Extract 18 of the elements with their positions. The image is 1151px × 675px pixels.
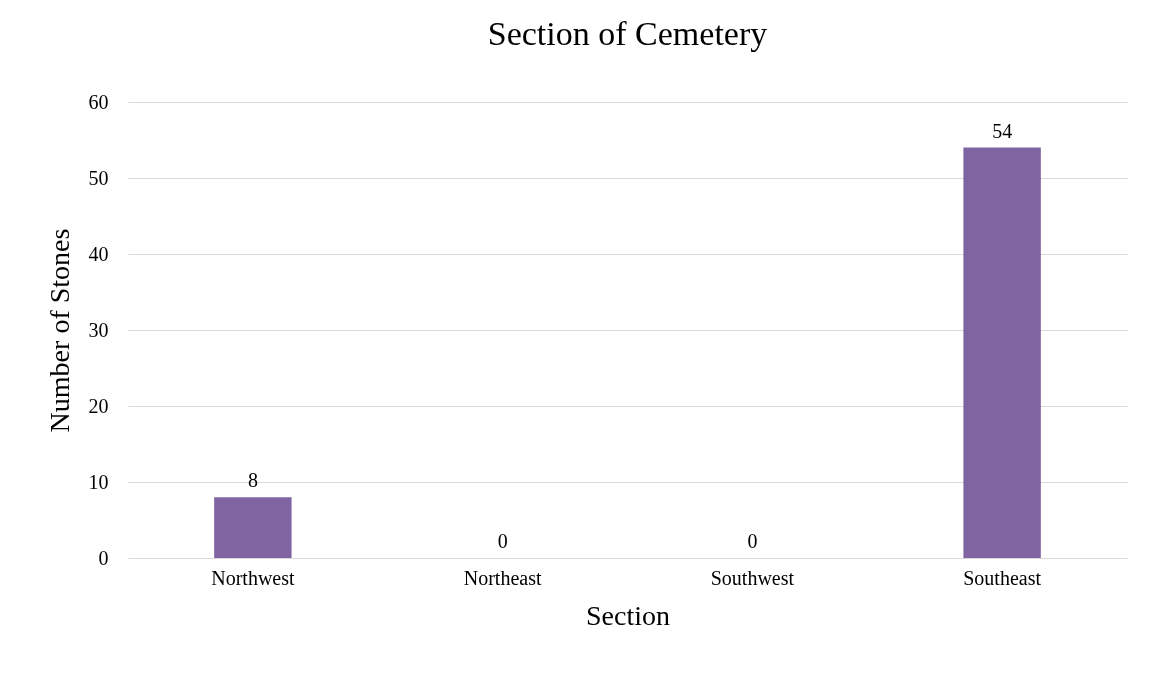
x-tick-label: Southeast [963, 566, 1042, 589]
x-tick-label: Southwest [710, 566, 795, 589]
y-tick-label: 30 [88, 318, 109, 341]
x-axis-title: Section [586, 599, 670, 631]
x-tick-label: Northeast [463, 566, 542, 589]
chart-title: Section of Cemetery [487, 15, 768, 52]
y-tick-label: 10 [88, 470, 109, 493]
data-label: 0 [747, 530, 758, 552]
y-tick-label: 20 [88, 394, 109, 417]
y-tick-label: 50 [88, 166, 109, 189]
y-tick-label: 60 [88, 90, 109, 113]
y-tick-label: 0 [98, 546, 109, 569]
data-label: 0 [497, 530, 508, 552]
x-tick-label: Northwest [211, 566, 295, 589]
data-label: 8 [247, 469, 258, 492]
data-label: 54 [992, 119, 1013, 142]
y-tick-label: 40 [88, 242, 109, 265]
y-axis-title: Number of Stones [43, 228, 75, 433]
